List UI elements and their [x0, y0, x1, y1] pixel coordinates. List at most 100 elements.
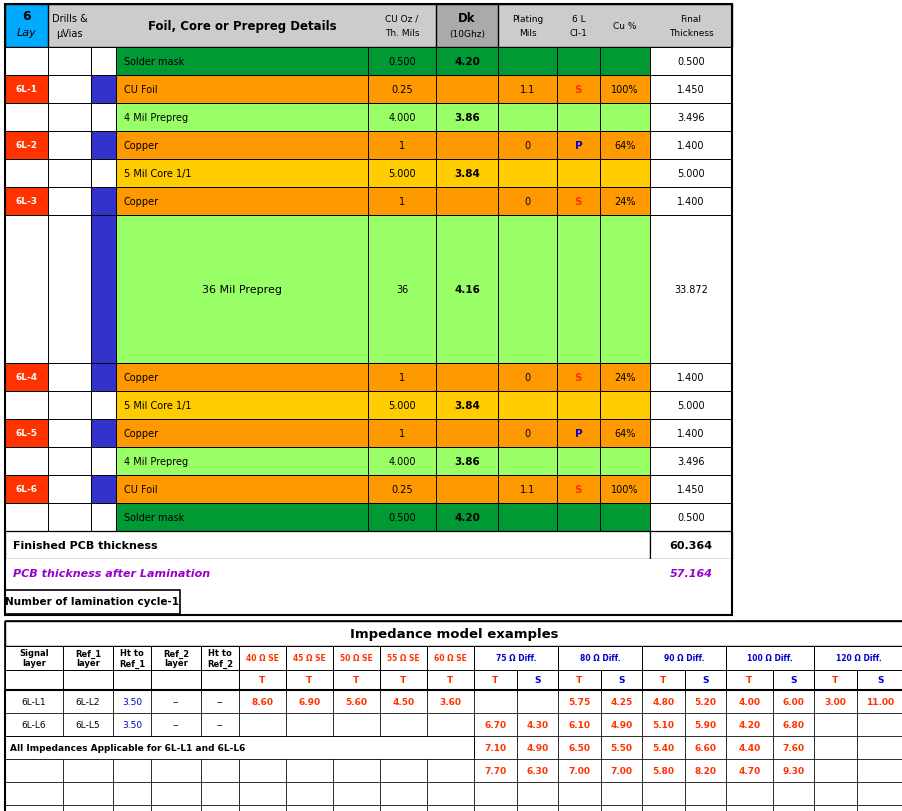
Bar	[772, 713, 813, 736]
Bar	[91, 132, 115, 160]
Text: 0.25: 0.25	[391, 85, 412, 95]
Text: 100%: 100%	[611, 484, 638, 495]
Bar	[641, 782, 685, 805]
Text: 7.00: 7.00	[568, 766, 590, 775]
Text: 55 Ω SE: 55 Ω SE	[387, 654, 419, 663]
Text: 6L-6: 6L-6	[15, 485, 38, 494]
Text: 3.496: 3.496	[676, 457, 704, 466]
Text: Lay: Lay	[16, 28, 36, 38]
Text: 0.25: 0.25	[391, 484, 412, 495]
Text: Copper: Copper	[124, 197, 159, 207]
Text: 6L-L1: 6L-L1	[22, 697, 46, 706]
Bar	[649, 132, 732, 160]
Bar	[856, 736, 902, 759]
Bar	[474, 736, 517, 759]
Bar	[557, 504, 599, 531]
Text: 5.000: 5.000	[676, 169, 704, 178]
Bar	[649, 419, 732, 448]
Bar	[63, 782, 113, 805]
Bar	[368, 188, 436, 216]
Text: Ref_1: Ref_1	[119, 659, 145, 667]
Bar	[333, 805, 380, 811]
Text: 1: 1	[399, 141, 405, 151]
Bar	[436, 188, 497, 216]
Text: 6: 6	[23, 11, 31, 24]
Bar	[48, 160, 91, 188]
Bar	[599, 504, 649, 531]
Bar	[48, 475, 91, 504]
Bar	[286, 782, 333, 805]
Text: Drills &: Drills &	[51, 14, 87, 24]
Bar	[601, 736, 641, 759]
Bar	[725, 690, 772, 713]
Text: 6L-L5: 6L-L5	[76, 720, 100, 729]
Bar	[115, 419, 368, 448]
Bar	[725, 759, 772, 782]
Bar	[91, 160, 115, 188]
Text: S: S	[574, 484, 582, 495]
Bar	[641, 805, 685, 811]
Text: Ref_1: Ref_1	[75, 649, 101, 658]
Bar	[151, 670, 201, 690]
Bar	[151, 646, 201, 670]
Text: 1.400: 1.400	[676, 428, 704, 439]
Text: 3.86: 3.86	[454, 457, 479, 466]
Bar	[436, 76, 497, 104]
Bar	[63, 690, 113, 713]
Text: 5.40: 5.40	[652, 743, 674, 752]
Bar	[517, 690, 557, 713]
Text: 5.000: 5.000	[388, 401, 415, 410]
Bar	[601, 805, 641, 811]
Bar	[599, 132, 649, 160]
Bar	[48, 76, 91, 104]
Bar	[201, 782, 239, 805]
Text: 6.60: 6.60	[694, 743, 715, 752]
Text: 64%: 64%	[613, 141, 635, 151]
Bar	[557, 104, 599, 132]
Text: 100%: 100%	[611, 85, 638, 95]
Bar	[286, 670, 333, 690]
Bar	[48, 363, 91, 392]
Text: S: S	[574, 197, 582, 207]
Bar	[91, 363, 115, 392]
Text: Ht to: Ht to	[207, 649, 232, 658]
Text: 3.84: 3.84	[454, 169, 479, 178]
Bar	[201, 646, 239, 670]
Bar	[427, 646, 474, 670]
Text: 1.1: 1.1	[520, 85, 535, 95]
Text: μVias: μVias	[56, 29, 83, 39]
Bar	[5, 590, 179, 614]
Text: --: --	[216, 697, 223, 706]
Bar	[115, 392, 368, 419]
Bar	[427, 759, 474, 782]
Text: 3.496: 3.496	[676, 113, 704, 122]
Bar	[380, 670, 427, 690]
Bar	[5, 690, 902, 811]
Text: Mils: Mils	[518, 29, 536, 38]
Bar	[497, 104, 557, 132]
Bar	[641, 759, 685, 782]
Bar	[5, 76, 48, 104]
Text: 7.10: 7.10	[483, 743, 506, 752]
Bar	[368, 504, 436, 531]
Text: P: P	[574, 428, 582, 439]
Text: layer: layer	[22, 659, 46, 667]
Text: 75 Ω Diff.: 75 Ω Diff.	[495, 654, 536, 663]
Text: (10Ghz): (10Ghz)	[448, 29, 484, 38]
Bar	[113, 736, 151, 759]
Text: 3.86: 3.86	[454, 113, 479, 122]
Bar	[436, 132, 497, 160]
Bar	[380, 736, 427, 759]
Bar	[813, 690, 856, 713]
Text: CU Foil: CU Foil	[124, 85, 158, 95]
Text: 8.60: 8.60	[252, 697, 273, 706]
Bar	[239, 646, 286, 670]
Text: 8.20: 8.20	[694, 766, 715, 775]
Bar	[557, 475, 599, 504]
Text: 57.164: 57.164	[668, 569, 712, 578]
Text: 6L-L6: 6L-L6	[22, 720, 46, 729]
Bar	[201, 670, 239, 690]
Bar	[239, 736, 286, 759]
Text: 4.25: 4.25	[610, 697, 632, 706]
Text: CU Foil: CU Foil	[124, 484, 158, 495]
